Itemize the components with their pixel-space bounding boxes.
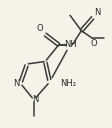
Text: NH: NH — [63, 40, 76, 49]
Text: NH₂: NH₂ — [59, 79, 75, 88]
Text: O: O — [36, 24, 43, 33]
Text: N: N — [93, 8, 99, 17]
Text: N: N — [13, 79, 19, 88]
Text: N: N — [32, 95, 38, 104]
Text: O: O — [90, 39, 96, 48]
